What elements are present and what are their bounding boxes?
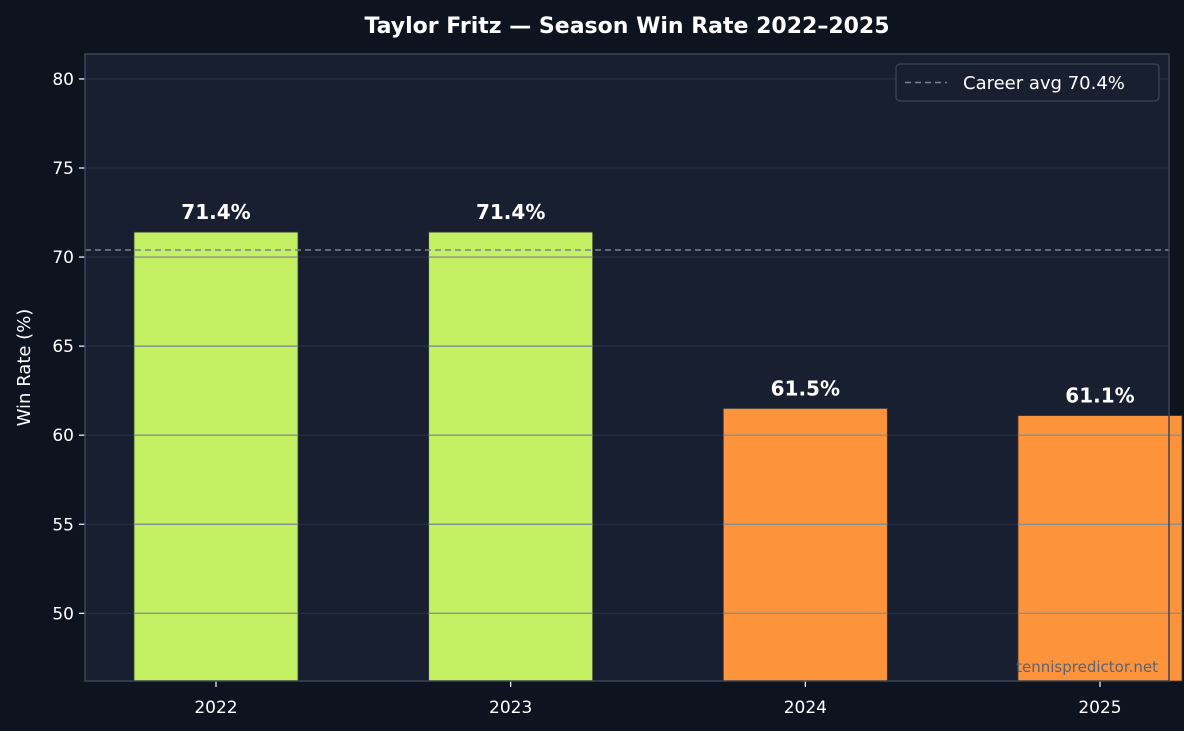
bar (1017, 415, 1183, 682)
x-tick-label: 2025 (1078, 698, 1121, 718)
y-tick-label: 65 (52, 337, 74, 357)
y-tick-label: 50 (52, 604, 74, 624)
y-tick-label: 80 (52, 70, 74, 90)
data-label: 61.5% (771, 376, 840, 400)
bars (133, 231, 1183, 682)
x-tick-label: 2023 (489, 698, 532, 718)
data-label: 61.1% (1065, 384, 1134, 408)
bar (133, 231, 299, 682)
y-axis-ticks: 50 55 60 65 70 75 80 (52, 70, 85, 624)
data-label: 71.4% (476, 200, 545, 224)
x-tick-label: 2024 (784, 698, 827, 718)
y-axis-label: Win Rate (%) (14, 309, 35, 427)
data-labels: 71.4% 71.4% 61.5% 61.1% (181, 200, 1134, 407)
y-tick-label: 75 (52, 159, 74, 179)
legend-label: Career avg 70.4% (963, 73, 1125, 94)
bar-gridline-overlay (134, 256, 1182, 615)
x-tick-label: 2022 (194, 698, 237, 718)
y-tick-label: 60 (52, 426, 74, 446)
plot-border (84, 53, 1170, 682)
x-axis-ticks: 2022 2023 2024 2025 (194, 681, 1122, 718)
watermark: tennispredictor.net (1016, 658, 1158, 676)
legend: Career avg 70.4% (895, 63, 1160, 102)
chart-title: Taylor Fritz — Season Win Rate 2022–2025 (364, 14, 889, 39)
y-tick-label: 70 (52, 248, 74, 268)
data-label: 71.4% (181, 200, 250, 224)
bar (722, 408, 888, 682)
bar (428, 231, 594, 682)
legend-box (895, 63, 1160, 102)
y-tick-label: 55 (52, 515, 74, 535)
